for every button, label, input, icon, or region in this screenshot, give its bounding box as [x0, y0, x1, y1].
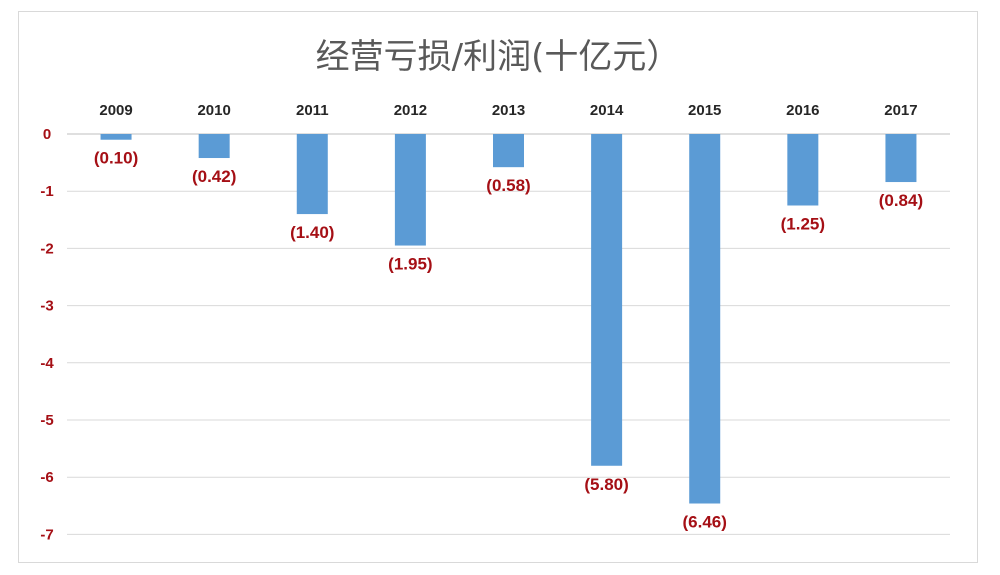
- data-label-2014: (5.80): [584, 475, 628, 494]
- category-label-2015: 2015: [688, 102, 721, 119]
- data-label-2013: (0.58): [486, 176, 530, 195]
- y-tick-label: -3: [40, 298, 53, 315]
- category-label-2011: 2011: [296, 102, 329, 119]
- category-label-2009: 2009: [99, 102, 132, 119]
- bar-2013: [493, 134, 524, 168]
- data-label-2017: (0.84): [879, 191, 923, 210]
- bar-2016: [787, 134, 819, 206]
- y-tick-label: -1: [40, 183, 53, 200]
- chart-frame: [18, 11, 978, 563]
- chart-title: 经营亏损/利润(十亿元）: [316, 37, 681, 77]
- bar-2012: [394, 134, 426, 246]
- bar-2014: [591, 134, 623, 466]
- y-axis-ticks: 0 -1 -2 -3 -4 -5 -6 -7: [40, 126, 54, 543]
- category-label-2017: 2017: [884, 102, 917, 119]
- y-tick-label: -2: [40, 240, 53, 257]
- y-tick-label: -4: [40, 355, 54, 372]
- category-label-2016: 2016: [786, 102, 819, 119]
- bar-2011: [296, 134, 328, 215]
- y-tick-label: -7: [40, 526, 53, 543]
- bar-2010: [198, 134, 230, 159]
- data-label-2016: (1.25): [781, 215, 825, 234]
- data-label-2012: (1.95): [388, 255, 432, 274]
- data-labels: (0.10) (0.42) (1.40) (1.95) (0.58) (5.80) (6.4…: [94, 149, 923, 532]
- bar-2017: [885, 134, 917, 183]
- category-labels: 2009 2010 2011 2012 2013 2014 2015 2016 2017: [99, 102, 917, 119]
- bar-2009: [100, 134, 132, 140]
- bar-2015: [689, 134, 721, 504]
- category-label-2014: 2014: [590, 102, 624, 119]
- data-label-2015: (6.46): [683, 513, 727, 532]
- category-label-2013: 2013: [492, 102, 525, 119]
- category-label-2010: 2010: [197, 102, 230, 119]
- y-tick-label: -6: [40, 469, 53, 486]
- bars: [100, 134, 917, 504]
- y-tick-label: -5: [40, 412, 53, 429]
- data-label-2010: (0.42): [192, 167, 236, 186]
- category-label-2012: 2012: [394, 102, 427, 119]
- y-tick-label: 0: [43, 126, 51, 143]
- data-label-2009: (0.10): [94, 149, 138, 168]
- data-label-2011: (1.40): [290, 223, 334, 242]
